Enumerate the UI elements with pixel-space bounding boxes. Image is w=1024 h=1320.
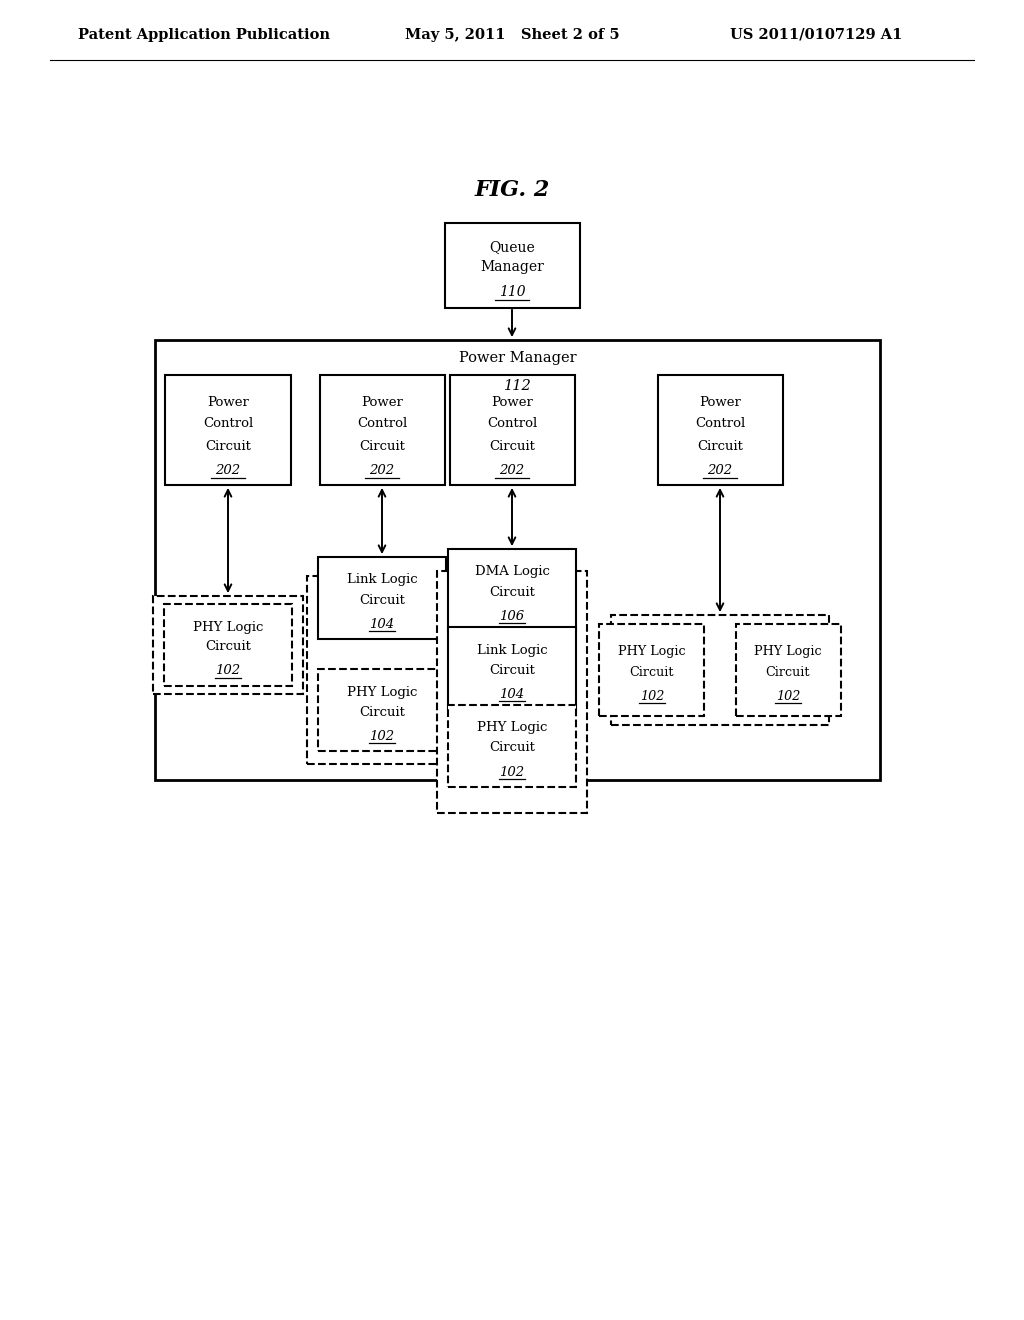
- Text: Control: Control: [695, 417, 745, 430]
- Text: Circuit: Circuit: [359, 594, 404, 606]
- Bar: [437, 572, 587, 813]
- Text: Circuit: Circuit: [630, 665, 674, 678]
- Text: 202: 202: [708, 463, 732, 477]
- Text: Circuit: Circuit: [359, 440, 404, 453]
- Bar: [153, 597, 303, 694]
- Text: DMA Logic: DMA Logic: [474, 565, 550, 578]
- Text: 104: 104: [370, 618, 394, 631]
- Text: 202: 202: [215, 463, 241, 477]
- Text: 112: 112: [504, 379, 531, 393]
- Bar: [657, 375, 782, 484]
- Bar: [164, 605, 292, 686]
- Text: Control: Control: [203, 417, 253, 430]
- Text: 110: 110: [499, 285, 525, 300]
- Bar: [449, 549, 577, 631]
- Text: Circuit: Circuit: [489, 664, 535, 676]
- Bar: [155, 341, 880, 780]
- Text: 202: 202: [370, 463, 394, 477]
- Bar: [735, 624, 841, 715]
- Text: Circuit: Circuit: [489, 742, 535, 755]
- Text: US 2011/0107129 A1: US 2011/0107129 A1: [730, 28, 902, 42]
- Text: PHY Logic: PHY Logic: [755, 645, 822, 659]
- Text: Circuit: Circuit: [205, 440, 251, 453]
- Text: PHY Logic: PHY Logic: [347, 685, 417, 698]
- Bar: [166, 375, 291, 484]
- Text: Manager: Manager: [480, 260, 544, 275]
- Bar: [444, 223, 580, 308]
- Bar: [318, 557, 446, 639]
- Text: 102: 102: [776, 689, 800, 702]
- Text: Power: Power: [361, 396, 402, 408]
- Text: Circuit: Circuit: [766, 665, 810, 678]
- Bar: [450, 375, 574, 484]
- Text: 102: 102: [500, 766, 524, 779]
- Bar: [449, 627, 577, 709]
- Text: PHY Logic: PHY Logic: [618, 645, 686, 659]
- Text: 102: 102: [215, 664, 241, 677]
- Text: Queue: Queue: [489, 240, 535, 253]
- Text: Control: Control: [357, 417, 408, 430]
- Text: Circuit: Circuit: [489, 440, 535, 453]
- Text: Circuit: Circuit: [205, 640, 251, 653]
- Text: 102: 102: [370, 730, 394, 742]
- Text: Circuit: Circuit: [697, 440, 743, 453]
- Bar: [319, 375, 444, 484]
- Text: Circuit: Circuit: [489, 586, 535, 598]
- Text: Control: Control: [486, 417, 538, 430]
- Text: 104: 104: [500, 688, 524, 701]
- Text: Link Logic: Link Logic: [477, 644, 547, 656]
- Text: Circuit: Circuit: [359, 705, 404, 718]
- Text: Link Logic: Link Logic: [347, 573, 418, 586]
- Text: 202: 202: [500, 463, 524, 477]
- Text: 106: 106: [500, 610, 524, 623]
- Text: Power: Power: [699, 396, 741, 408]
- Text: 102: 102: [640, 689, 665, 702]
- Text: Power Manager: Power Manager: [459, 351, 577, 366]
- Bar: [318, 669, 446, 751]
- Text: Power: Power: [492, 396, 532, 408]
- Text: Power: Power: [207, 396, 249, 408]
- Text: PHY Logic: PHY Logic: [193, 620, 263, 634]
- Bar: [307, 576, 457, 764]
- Bar: [599, 624, 705, 715]
- Bar: [449, 705, 577, 787]
- Text: FIG. 2: FIG. 2: [474, 180, 550, 201]
- Bar: [611, 615, 829, 725]
- Text: Patent Application Publication: Patent Application Publication: [78, 28, 330, 42]
- Text: PHY Logic: PHY Logic: [477, 722, 547, 734]
- Text: May 5, 2011   Sheet 2 of 5: May 5, 2011 Sheet 2 of 5: [406, 28, 620, 42]
